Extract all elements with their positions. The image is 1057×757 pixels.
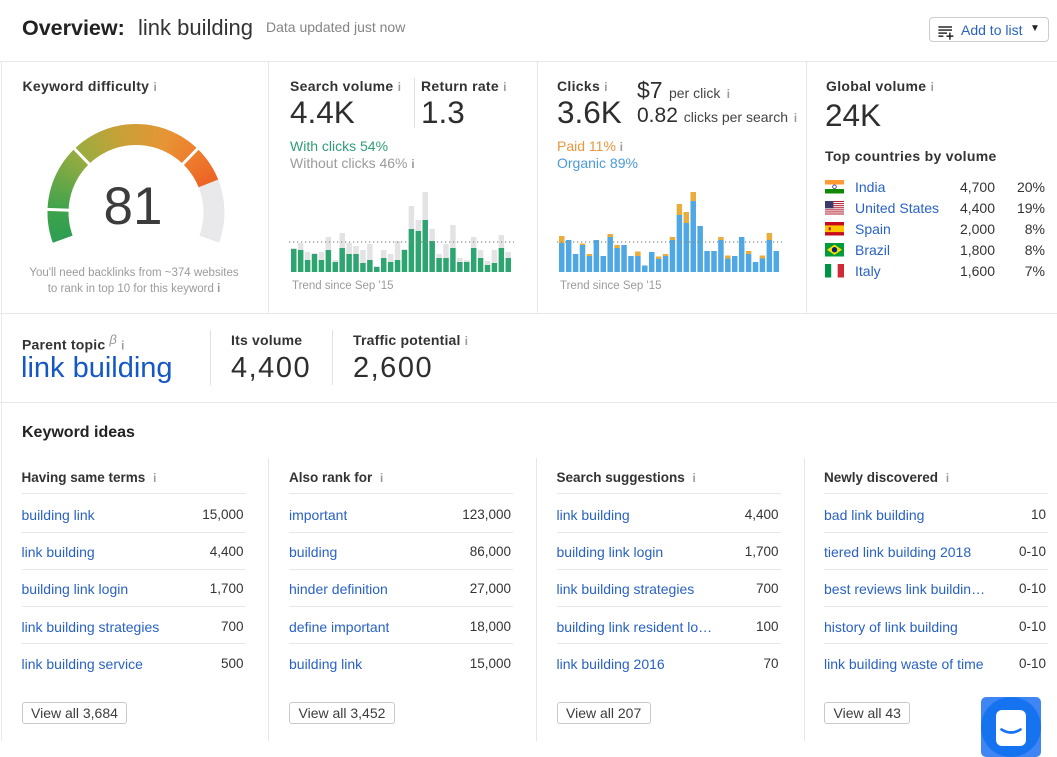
- svg-text:81: 81: [104, 177, 163, 236]
